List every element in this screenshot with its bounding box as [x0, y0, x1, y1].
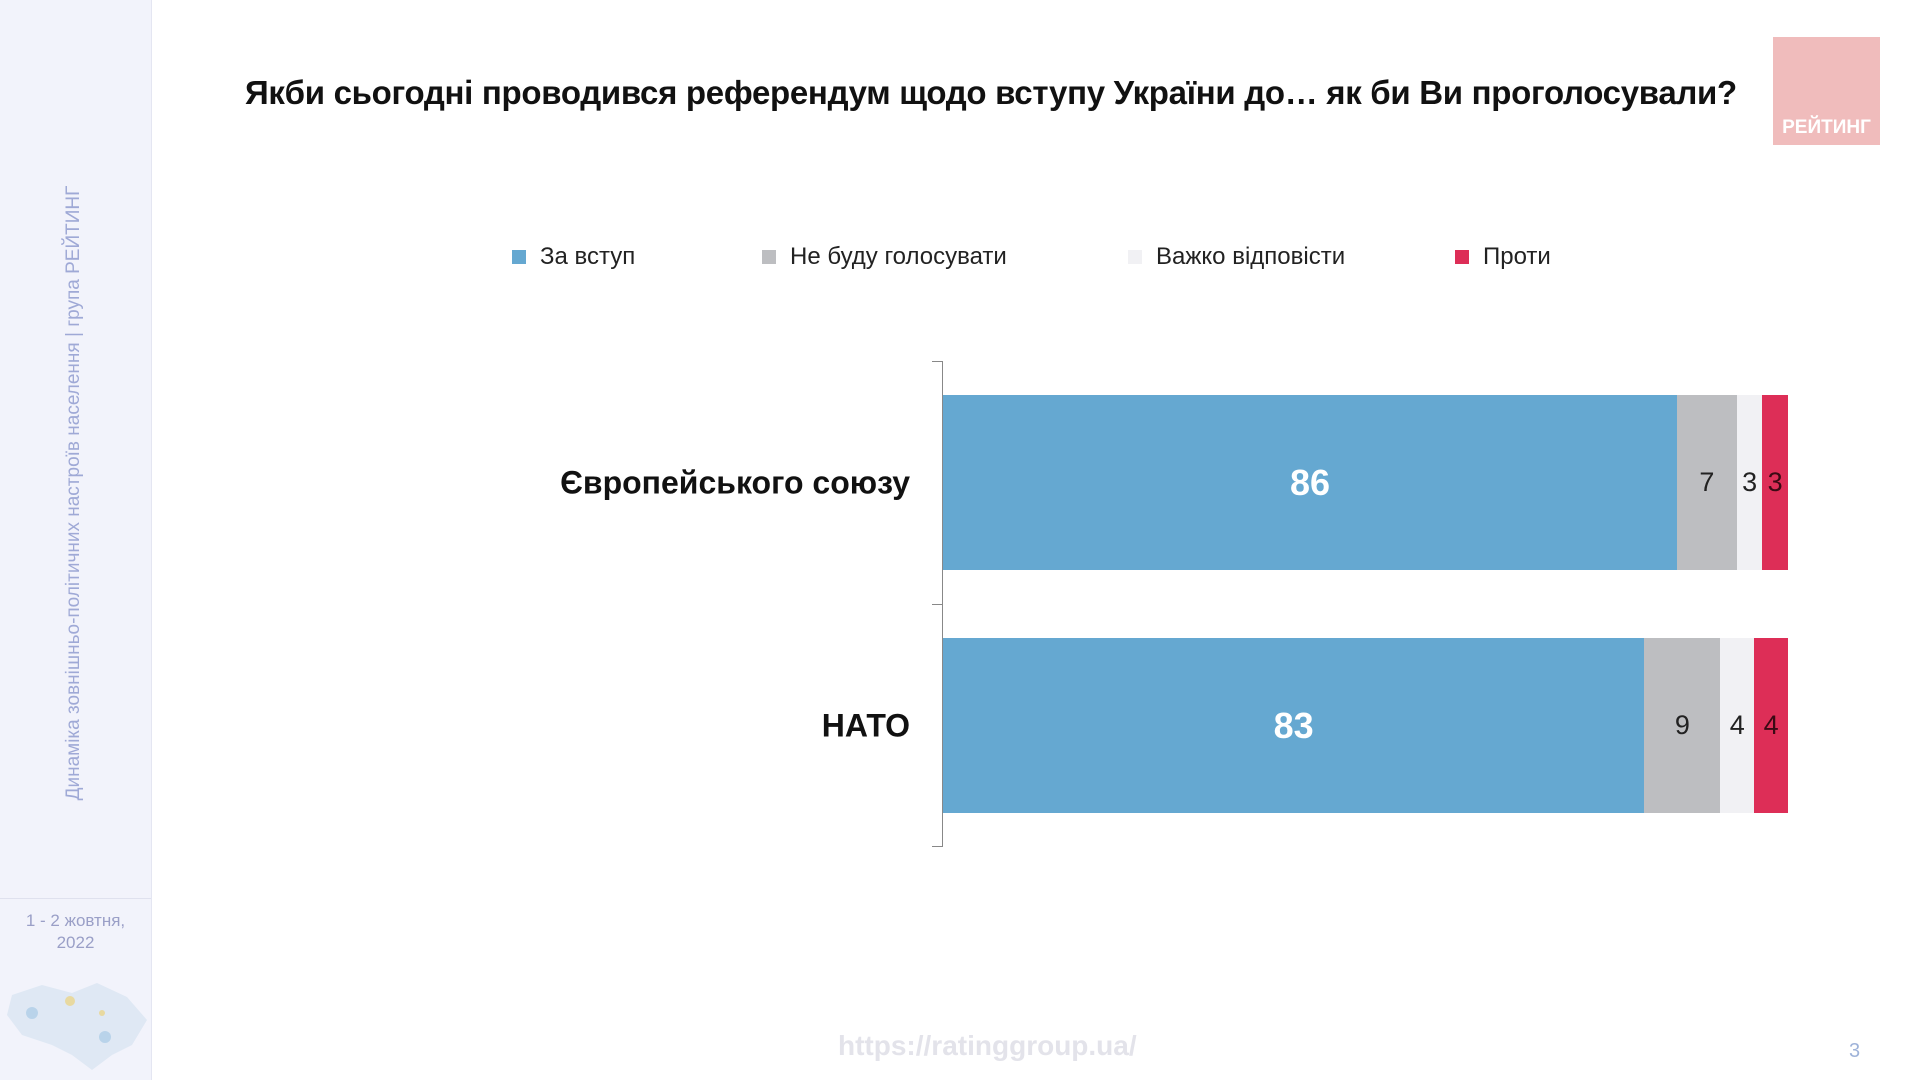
category-label: Європейського союзу — [560, 464, 910, 500]
rating-logo: РЕЙТИНГ — [1773, 37, 1880, 145]
sidebar-divider — [0, 898, 151, 899]
legend-swatch — [762, 250, 776, 264]
bar-segment: 4 — [1754, 638, 1788, 813]
date-line-2: 2022 — [56, 933, 95, 952]
legend-swatch — [1128, 250, 1142, 264]
sidebar-vertical-caption: Динаміка зовнішньо-політичних настроїв н… — [63, 185, 84, 801]
legend-item: За вступ — [512, 243, 635, 271]
legend-item: Не буду голосувати — [762, 243, 1007, 271]
bar-segment: 3 — [1736, 395, 1763, 570]
data-label: 86 — [1289, 461, 1331, 503]
date-line-1: 1 - 2 жовтня, — [25, 911, 126, 930]
legend-item: Проти — [1455, 243, 1551, 271]
logo-text: РЕЙТИНГ — [1782, 117, 1871, 138]
legend-swatch — [512, 250, 526, 264]
bar-segment: 86 — [943, 395, 1678, 570]
data-label: 83 — [1273, 704, 1314, 746]
data-label: 3 — [1742, 467, 1758, 497]
data-label: 3 — [1767, 467, 1783, 497]
chart-title: Якби сьогодні проводився референдум щодо… — [245, 74, 1737, 111]
bar-segment: 9 — [1644, 638, 1721, 813]
bar-segment: 7 — [1677, 395, 1737, 570]
page-number: 3 — [1849, 1040, 1861, 1062]
sidebar: Динаміка зовнішньо-політичних настроїв н… — [0, 0, 152, 1080]
bar-segment: 83 — [943, 638, 1645, 813]
bar-segment: 3 — [1762, 395, 1788, 570]
axis-tick — [932, 361, 942, 362]
legend-label: Важко відповісти — [1156, 243, 1346, 270]
category-axis — [942, 361, 943, 847]
bar-segment: 4 — [1720, 638, 1755, 813]
legend-label: Не буду голосувати — [790, 243, 1007, 270]
website-url[interactable]: https://ratinggroup.ua/ — [838, 1030, 1137, 1061]
legend-swatch — [1455, 250, 1469, 264]
axis-tick — [932, 846, 942, 847]
data-label: 4 — [1729, 710, 1745, 740]
data-label: 9 — [1674, 710, 1690, 740]
survey-date: 1 - 2 жовтня, 2022 — [0, 910, 151, 954]
legend-item: Важко відповісти — [1128, 243, 1345, 271]
legend-label: За вступ — [540, 243, 636, 270]
category-label: НАТО — [821, 707, 910, 743]
legend-label: Проти — [1483, 243, 1551, 270]
axis-tick — [932, 604, 942, 605]
ukraine-map-icon — [7, 983, 147, 1070]
data-label: 7 — [1699, 467, 1715, 497]
data-label: 4 — [1763, 710, 1779, 740]
